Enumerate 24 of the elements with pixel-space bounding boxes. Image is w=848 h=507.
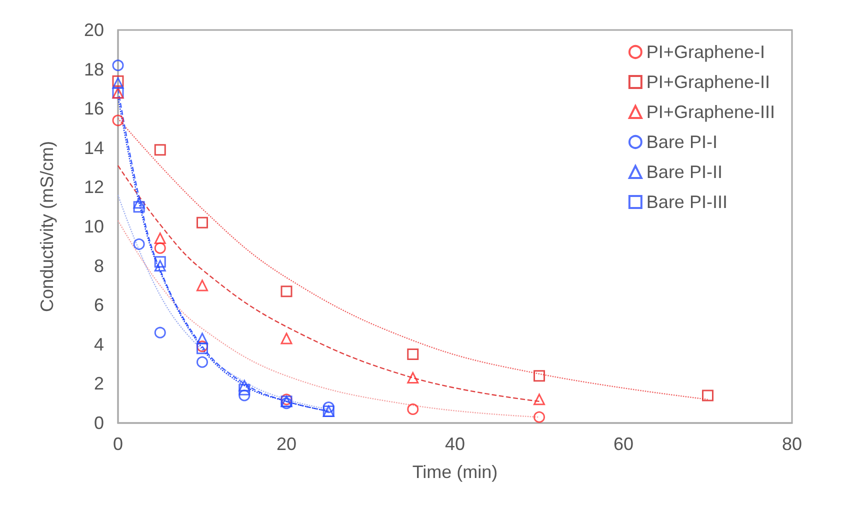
x-tick-label: 0: [112, 434, 124, 454]
x-tick-label: 60: [613, 434, 634, 454]
y-tick-label: 10: [84, 216, 104, 236]
x-tick-label: 20: [276, 434, 297, 454]
legend-label: Bare PI-II: [646, 162, 722, 182]
y-tick-label: 6: [94, 295, 104, 316]
y-tick-label: 8: [94, 256, 104, 276]
y-axis-title: Conductivity (mS/cm): [37, 140, 57, 312]
y-tick-label: 12: [84, 177, 104, 198]
y-tick-label: 4: [94, 334, 104, 354]
legend-label: Bare PI-III: [646, 192, 728, 212]
y-tick-label: 14: [84, 138, 104, 158]
y-tick-label: 2: [94, 374, 104, 394]
y-tick-label: 20: [84, 20, 104, 40]
legend-label: PI+Graphene-I: [646, 42, 766, 62]
legend-label: PI+Graphene-III: [646, 102, 776, 122]
x-tick-label: 40: [444, 434, 466, 454]
x-axis-title: Time (min): [412, 462, 498, 482]
legend-label: Bare PI-I: [646, 132, 718, 152]
legend-label: PI+Graphene-II: [646, 72, 770, 92]
y-tick-label: 16: [84, 98, 104, 119]
x-tick-label: 80: [782, 434, 802, 454]
y-tick-label: 0: [94, 413, 104, 433]
y-tick-label: 18: [84, 59, 104, 80]
